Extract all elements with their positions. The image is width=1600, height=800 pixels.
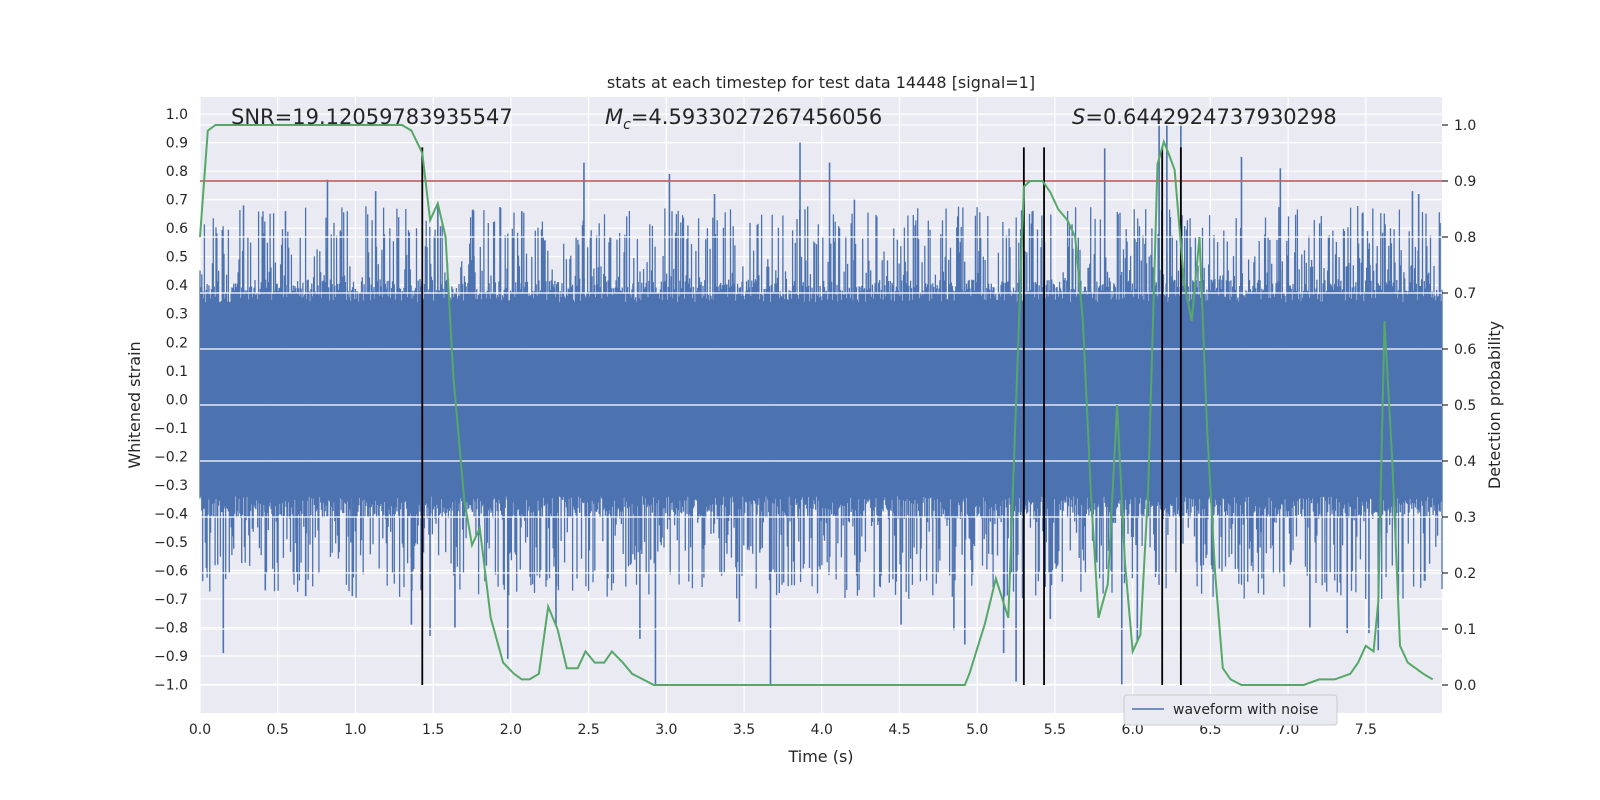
y-tick-label: 0.5 xyxy=(166,250,188,266)
x-tick-label: 4.0 xyxy=(811,722,833,738)
y2-tick-label: 0.7 xyxy=(1454,286,1476,302)
y-tick-label: 0.6 xyxy=(166,221,188,237)
y-tick-label: −0.1 xyxy=(154,421,188,437)
y-tick-label: −0.7 xyxy=(154,592,188,608)
y-tick-label: 0.2 xyxy=(166,335,188,351)
noise-core xyxy=(200,302,1442,497)
y-tick-label: 0.3 xyxy=(166,307,188,323)
y-tick-label: −0.4 xyxy=(154,506,188,522)
y-tick-label: −0.9 xyxy=(154,649,188,665)
chirp-mass-symbol: M xyxy=(605,105,623,129)
y2-axis-ticks: 1.0 0.9 0.8 0.7 0.6 0.5 0.4 0.3 0.2 0.1 0.0 xyxy=(1442,118,1476,694)
x-axis-label: Time (s) xyxy=(787,747,853,766)
x-tick-label: 0.5 xyxy=(267,722,289,738)
x-tick-label: 7.0 xyxy=(1277,722,1299,738)
y-tick-label: −1.0 xyxy=(154,677,188,693)
y2-tick-label: 0.6 xyxy=(1454,342,1476,358)
x-tick-label: 6.5 xyxy=(1199,722,1221,738)
detection-probability-series xyxy=(199,124,1434,686)
y2-tick-label: 1.0 xyxy=(1454,118,1476,134)
y2-tick-label: 0.2 xyxy=(1454,566,1476,582)
chirp-mass-subscript: c xyxy=(623,117,631,133)
x-tick-label: 6.0 xyxy=(1122,722,1144,738)
y-tick-label: 0.7 xyxy=(166,193,188,209)
probability-line xyxy=(199,124,1434,686)
y-tick-label: 0.4 xyxy=(166,278,188,294)
chirp-mass-annotation: Mc=4.5933027267456056 xyxy=(605,105,882,133)
y2-tick-label: 0.9 xyxy=(1454,174,1476,190)
y-tick-label: 1.0 xyxy=(166,107,188,123)
s-value: =0.6442924737930298 xyxy=(1085,105,1336,129)
y2-axis-label: Detection probability xyxy=(1485,321,1504,489)
legend: waveform with noise xyxy=(1123,694,1338,726)
y-tick-label: −0.5 xyxy=(154,535,188,551)
y2-tick-label: 0.1 xyxy=(1454,622,1476,638)
x-tick-label: 2.0 xyxy=(500,722,522,738)
y2-tick-label: 0.5 xyxy=(1454,398,1476,414)
y2-tick-label: 0.3 xyxy=(1454,510,1476,526)
x-tick-label: 1.0 xyxy=(344,722,366,738)
waveform-with-noise-series xyxy=(199,124,1443,686)
y-axis-ticks: 1.0 0.9 0.8 0.7 0.6 0.5 0.4 0.3 0.2 0.1 0.0 −0.1 −0.… xyxy=(154,107,188,693)
s-annotation: S=0.6442924737930298 xyxy=(1072,105,1337,129)
x-tick-label: 7.5 xyxy=(1355,722,1377,738)
x-tick-label: 0.0 xyxy=(189,722,211,738)
legend-box xyxy=(1123,694,1338,726)
legend-label: waveform with noise xyxy=(1173,702,1318,718)
y-axis-label: Whitened strain xyxy=(125,341,144,468)
x-axis-ticks: 0.0 0.5 1.0 1.5 2.0 2.5 3.0 3.5 4.0 4.5 5.0 5.5 6.0 6… xyxy=(189,722,1377,738)
y-tick-label: −0.6 xyxy=(154,563,188,579)
y-tick-label: −0.8 xyxy=(154,620,188,636)
chirp-mass-value: =4.5933027267456056 xyxy=(631,105,882,129)
s-symbol: S xyxy=(1072,105,1085,129)
y-tick-label: −0.2 xyxy=(154,449,188,465)
y2-tick-label: 0.0 xyxy=(1454,678,1476,694)
y-tick-label: 0.0 xyxy=(166,392,188,408)
x-tick-label: 4.5 xyxy=(888,722,910,738)
snr-annotation: SNR=19.12059783935547 xyxy=(231,105,513,129)
y-tick-label: −0.3 xyxy=(154,478,188,494)
x-tick-label: 3.5 xyxy=(733,722,755,738)
y-tick-label: 0.9 xyxy=(166,136,188,152)
x-tick-label: 5.0 xyxy=(966,722,988,738)
x-tick-label: 5.5 xyxy=(1044,722,1066,738)
y2-tick-label: 0.4 xyxy=(1454,454,1476,470)
y-tick-label: 0.1 xyxy=(166,364,188,380)
x-tick-label: 1.5 xyxy=(422,722,444,738)
x-tick-label: 3.0 xyxy=(655,722,677,738)
chart-title: stats at each timestep for test data 144… xyxy=(607,73,1035,92)
y2-tick-label: 0.8 xyxy=(1454,230,1476,246)
y-tick-label: 0.8 xyxy=(166,164,188,180)
x-tick-label: 2.5 xyxy=(577,722,599,738)
